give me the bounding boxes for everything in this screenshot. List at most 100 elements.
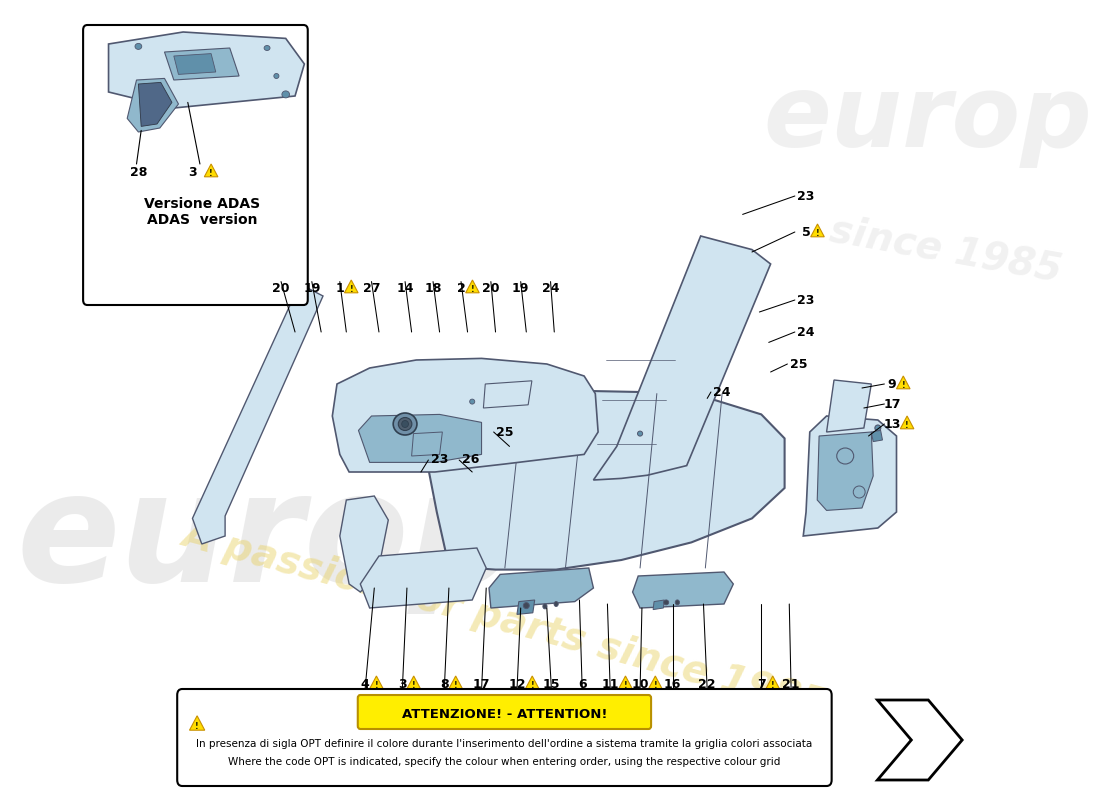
Ellipse shape (524, 602, 529, 609)
Ellipse shape (675, 600, 680, 605)
Text: 4: 4 (361, 678, 370, 690)
Polygon shape (618, 676, 632, 689)
Ellipse shape (402, 421, 408, 427)
Text: Where the code OPT is indicated, specify the colour when entering order, using t: Where the code OPT is indicated, specify… (228, 757, 781, 767)
FancyBboxPatch shape (84, 25, 308, 305)
Text: 19: 19 (512, 282, 529, 294)
Polygon shape (632, 572, 734, 608)
Polygon shape (205, 164, 218, 177)
Text: !: ! (530, 681, 533, 690)
FancyBboxPatch shape (177, 689, 832, 786)
Text: 24: 24 (542, 282, 559, 294)
Ellipse shape (854, 486, 865, 498)
Polygon shape (593, 236, 771, 480)
Polygon shape (817, 432, 873, 510)
Text: 25: 25 (496, 426, 514, 438)
Ellipse shape (398, 418, 411, 430)
Text: !: ! (816, 229, 820, 238)
Polygon shape (766, 676, 780, 689)
Polygon shape (428, 390, 784, 570)
Text: !: ! (905, 421, 909, 430)
Text: 10: 10 (631, 678, 649, 690)
Polygon shape (407, 676, 420, 689)
Text: ATTENZIONE! - ATTENTION!: ATTENZIONE! - ATTENTION! (402, 707, 607, 721)
Polygon shape (344, 280, 358, 293)
Text: 8: 8 (440, 678, 449, 690)
Text: 20: 20 (482, 282, 499, 294)
Text: 24: 24 (714, 386, 730, 398)
Text: 1: 1 (336, 282, 344, 294)
Text: 9: 9 (888, 378, 896, 390)
Polygon shape (411, 432, 442, 456)
Polygon shape (165, 48, 239, 80)
Polygon shape (526, 676, 539, 689)
Polygon shape (517, 600, 535, 614)
Ellipse shape (274, 74, 279, 78)
Text: 22: 22 (698, 678, 716, 690)
Polygon shape (109, 32, 305, 108)
Text: 26: 26 (462, 454, 478, 466)
FancyBboxPatch shape (358, 695, 651, 729)
Text: 16: 16 (664, 678, 681, 690)
Text: 27: 27 (363, 282, 381, 294)
Polygon shape (189, 716, 205, 730)
Text: !: ! (350, 285, 353, 294)
Text: 20: 20 (273, 282, 289, 294)
Text: ADAS  version: ADAS version (146, 213, 257, 227)
Text: !: ! (196, 722, 199, 730)
Polygon shape (361, 548, 486, 608)
Text: 17: 17 (473, 678, 491, 690)
Polygon shape (128, 78, 178, 132)
Polygon shape (370, 676, 383, 689)
Text: 2: 2 (456, 282, 465, 294)
Polygon shape (649, 676, 662, 689)
Text: !: ! (771, 681, 774, 690)
Polygon shape (465, 280, 480, 293)
Text: 17: 17 (883, 398, 901, 410)
Polygon shape (900, 416, 914, 429)
Text: europ: europ (763, 71, 1092, 169)
Text: 25: 25 (790, 358, 807, 370)
Text: !: ! (411, 681, 416, 690)
Ellipse shape (542, 604, 547, 609)
Text: !: ! (375, 681, 378, 690)
Ellipse shape (135, 43, 142, 50)
Text: 11: 11 (602, 678, 619, 690)
Polygon shape (449, 676, 462, 689)
Ellipse shape (470, 399, 475, 404)
Text: !: ! (471, 285, 474, 294)
Polygon shape (896, 376, 910, 389)
Polygon shape (139, 82, 172, 126)
Text: 23: 23 (798, 190, 815, 202)
Text: since 1985: since 1985 (826, 211, 1065, 289)
Polygon shape (490, 568, 593, 608)
Polygon shape (359, 414, 482, 462)
Ellipse shape (638, 431, 642, 436)
Text: !: ! (653, 681, 657, 690)
Text: 23: 23 (431, 454, 449, 466)
Text: !: ! (209, 169, 213, 178)
Polygon shape (878, 700, 962, 780)
Ellipse shape (837, 448, 854, 464)
Polygon shape (871, 430, 882, 442)
Text: 14: 14 (396, 282, 414, 294)
Text: !: ! (902, 381, 905, 390)
Text: 24: 24 (798, 326, 815, 338)
Polygon shape (653, 600, 664, 610)
Ellipse shape (264, 46, 270, 50)
Text: 23: 23 (798, 294, 815, 306)
Ellipse shape (282, 91, 289, 98)
Text: 15: 15 (542, 678, 560, 690)
Text: 7: 7 (757, 678, 766, 690)
Ellipse shape (663, 600, 669, 605)
Polygon shape (803, 416, 896, 536)
Polygon shape (332, 358, 598, 472)
Text: A passion for parts since 1985: A passion for parts since 1985 (178, 515, 830, 725)
Text: 19: 19 (304, 282, 320, 294)
Polygon shape (483, 381, 532, 408)
Polygon shape (811, 224, 824, 237)
Text: europ: europ (16, 466, 518, 614)
Ellipse shape (393, 413, 417, 435)
Text: 5: 5 (802, 226, 811, 238)
Polygon shape (192, 284, 323, 544)
